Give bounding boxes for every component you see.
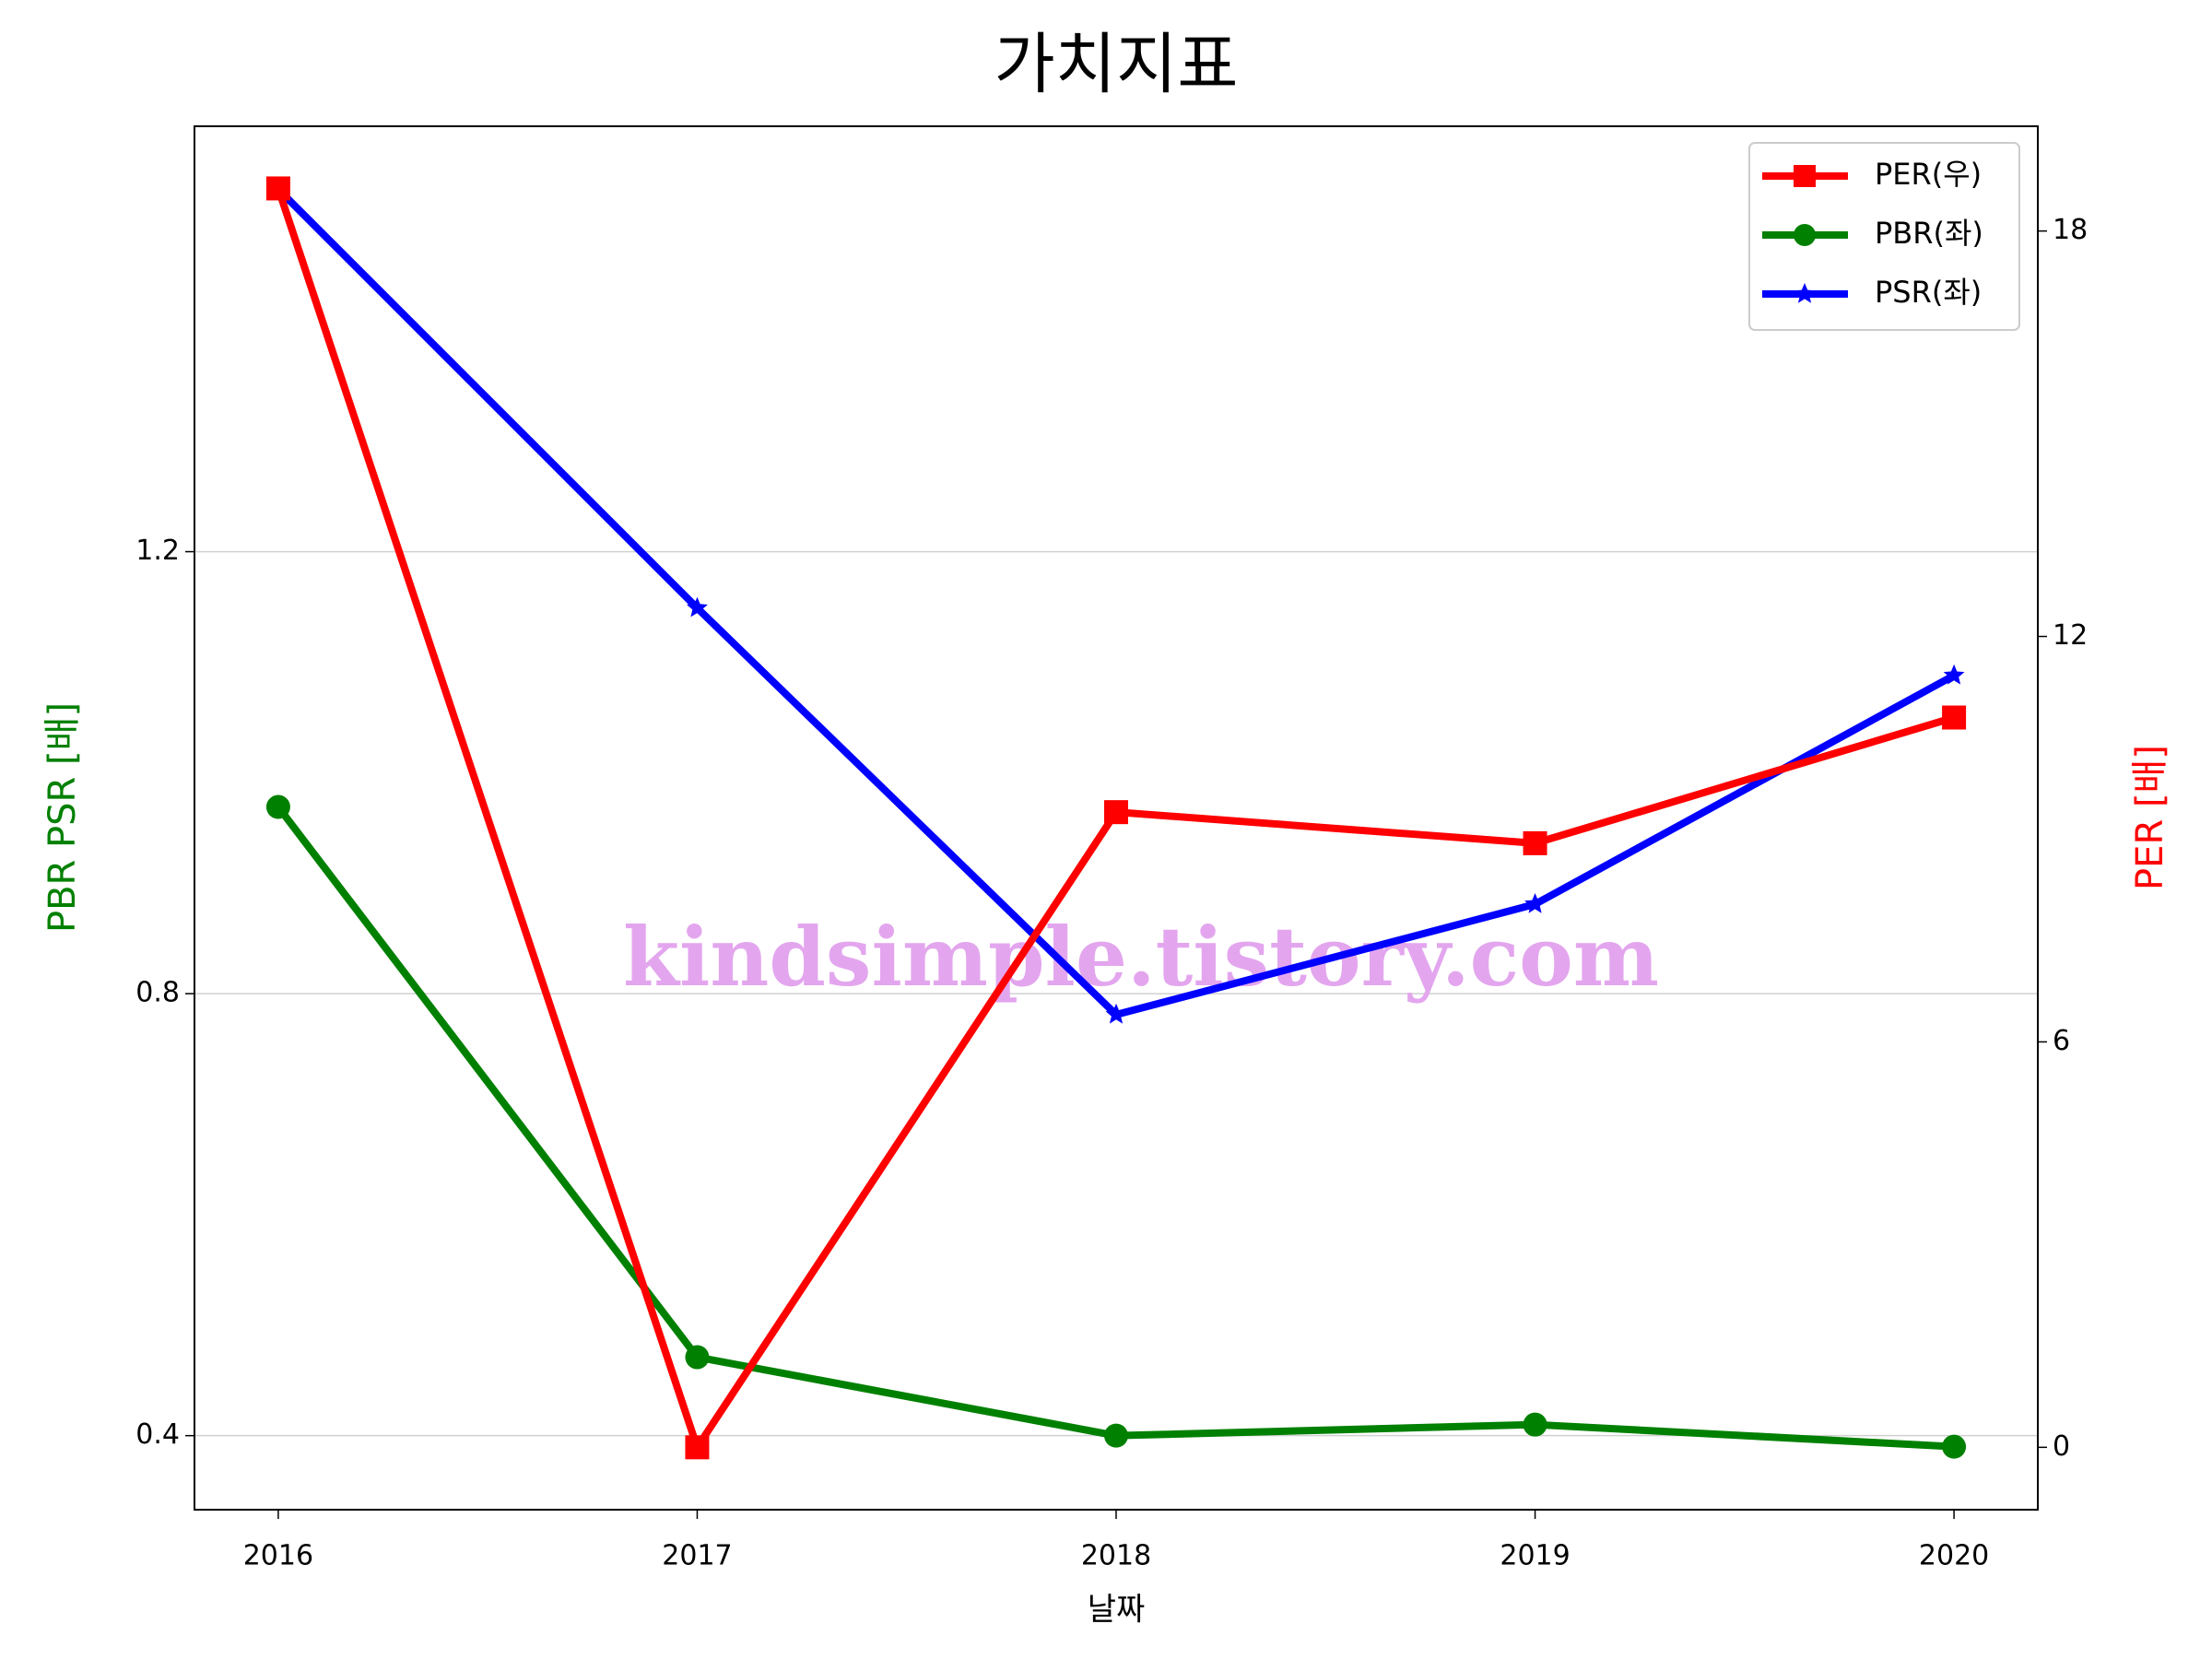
- marker: [265, 794, 290, 819]
- marker: [1524, 893, 1546, 913]
- y2-axis-label: PER [배]: [2129, 745, 2171, 890]
- x-tick-label: 2020: [1919, 1540, 1989, 1572]
- marker: [1794, 224, 1816, 246]
- y-axis-label: PBR PSR [배]: [41, 702, 84, 933]
- marker: [1104, 1423, 1128, 1448]
- series-line: [275, 805, 1955, 1451]
- marker: [1794, 165, 1816, 187]
- marker: [265, 176, 290, 201]
- legend-label: PBR(좌): [1875, 216, 1983, 251]
- marker: [1943, 664, 1965, 685]
- y-tick-label: 0.4: [135, 1418, 180, 1451]
- watermark: kindsimple.tistory.com: [623, 909, 1659, 1005]
- series: [265, 794, 1967, 1459]
- series: [265, 176, 1967, 1460]
- x-tick-label: 2017: [662, 1540, 732, 1572]
- legend: PER(우) PBR(좌) PSR(좌): [1748, 142, 2020, 331]
- series: [267, 178, 1965, 1024]
- marker: [687, 596, 708, 618]
- x-tick-label: 2019: [1500, 1540, 1570, 1572]
- plot-frame: [194, 125, 2039, 1511]
- series-line: [276, 186, 1957, 1018]
- marker: [685, 1345, 710, 1370]
- marker: [1794, 283, 1816, 303]
- y-tick-label: 0.8: [135, 977, 180, 1009]
- marker: [1942, 705, 1967, 730]
- x-tick-label: 2018: [1081, 1540, 1151, 1572]
- x-axis-label: 날짜: [1088, 1592, 1146, 1629]
- legend-label: PSR(좌): [1875, 275, 1982, 310]
- chart-title: 가치지표: [994, 26, 1239, 103]
- y2-tick-label: 6: [2053, 1025, 2070, 1057]
- y-tick-label: 1.2: [135, 535, 180, 567]
- marker: [1105, 1003, 1127, 1024]
- y2-tick-label: 12: [2053, 619, 2088, 652]
- marker: [1523, 830, 1547, 855]
- legend-label: PER(우): [1875, 157, 1982, 192]
- marker: [1523, 1412, 1547, 1437]
- marker: [685, 1435, 710, 1460]
- marker: [1104, 800, 1128, 825]
- legend-box: [1748, 142, 2020, 331]
- x-tick-label: 2016: [243, 1540, 313, 1572]
- y2-tick-label: 18: [2053, 214, 2088, 246]
- y2-tick-label: 0: [2053, 1430, 2070, 1463]
- marker: [1942, 1434, 1967, 1459]
